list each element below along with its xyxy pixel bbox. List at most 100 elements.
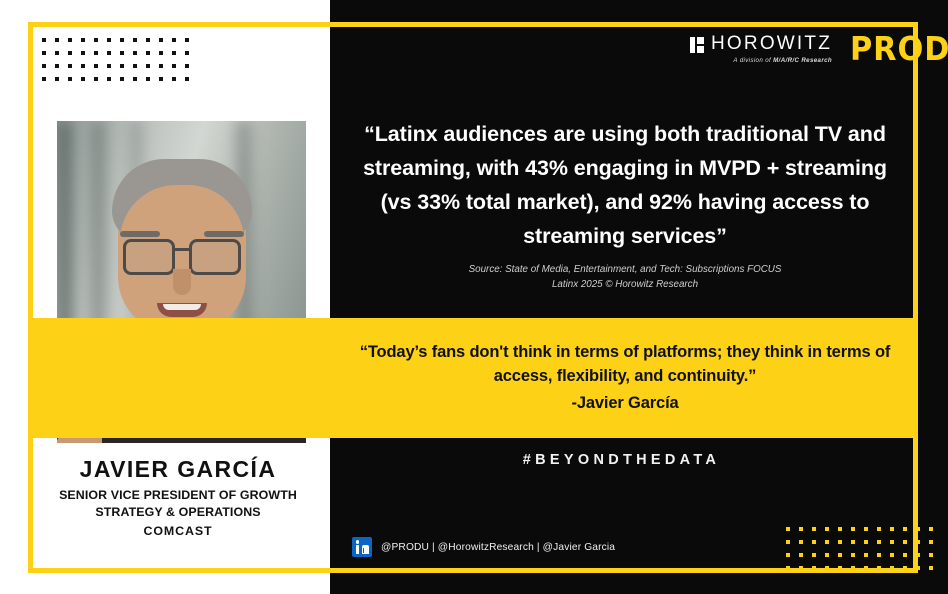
decorative-dot <box>864 540 868 544</box>
decorative-dot <box>786 540 790 544</box>
decorative-dot <box>55 64 59 68</box>
produ-logo: PRODU <box>850 29 948 68</box>
decorative-dot <box>812 553 816 557</box>
decorative-dot <box>851 553 855 557</box>
decorative-dot <box>851 540 855 544</box>
decorative-dot <box>172 64 176 68</box>
horowitz-wordblock: HOROWITZ A division of M/A/R/C Research <box>711 34 832 64</box>
decorative-dot <box>185 38 189 42</box>
hashtag: #BEYONDTHEDATA <box>522 452 721 468</box>
decorative-dot <box>916 553 920 557</box>
decorative-dot <box>81 64 85 68</box>
speaker-name: JAVIER GARCÍA <box>79 456 277 482</box>
logo-row: HOROWITZ A division of M/A/R/C Research … <box>690 32 948 65</box>
decorative-dot <box>55 77 59 81</box>
decorative-dot <box>42 77 46 81</box>
decorative-dot <box>825 527 829 531</box>
source-citation: Source: State of Media, Entertainment, a… <box>352 262 898 292</box>
photo-lens-left <box>122 239 175 275</box>
decorative-dot <box>146 51 150 55</box>
decorative-dot <box>916 540 920 544</box>
decorative-dot <box>799 527 803 531</box>
decorative-dot <box>185 51 189 55</box>
decorative-dot <box>838 540 842 544</box>
decorative-dot <box>838 527 842 531</box>
decorative-dot <box>120 77 124 81</box>
frame-border-left <box>28 22 33 573</box>
right-black-panel <box>330 0 948 594</box>
pull-quote-attribution: -Javier García <box>571 393 679 412</box>
photo-nose <box>172 269 191 295</box>
decorative-dot <box>929 553 933 557</box>
decorative-dot <box>68 51 72 55</box>
stat-quote: “Latinx audiences are using both traditi… <box>363 122 887 248</box>
decorative-dot <box>42 51 46 55</box>
decorative-dot <box>146 38 150 42</box>
decorative-dot <box>159 64 163 68</box>
decorative-dot <box>172 38 176 42</box>
decorative-dot <box>68 77 72 81</box>
decorative-dot <box>68 64 72 68</box>
horowitz-logo: HOROWITZ A division of M/A/R/C Research <box>690 34 832 64</box>
horowitz-wordmark: HOROWITZ <box>711 32 833 54</box>
decorative-dot <box>890 527 894 531</box>
decorative-dot <box>929 566 933 570</box>
yellow-band-right <box>330 318 913 438</box>
decorative-dot <box>851 527 855 531</box>
source-line-2: Latinx 2025 © Horowitz Research <box>551 279 699 291</box>
decorative-dot <box>107 77 111 81</box>
decorative-dot <box>107 51 111 55</box>
yellow-band-left <box>33 318 330 438</box>
dot-grid-top-left <box>42 38 189 81</box>
decorative-dot <box>877 540 881 544</box>
decorative-dot <box>81 77 85 81</box>
decorative-dot <box>185 64 189 68</box>
decorative-dot <box>916 527 920 531</box>
decorative-dot <box>146 64 150 68</box>
decorative-dot <box>94 38 98 42</box>
decorative-dot <box>903 527 907 531</box>
decorative-dot <box>903 553 907 557</box>
decorative-dot <box>133 77 137 81</box>
decorative-dot <box>825 553 829 557</box>
photo-smile <box>156 303 207 317</box>
decorative-dot <box>159 51 163 55</box>
decorative-dot <box>877 527 881 531</box>
decorative-dot <box>133 38 137 42</box>
decorative-dot <box>68 38 72 42</box>
photo-glasses <box>122 239 241 275</box>
pull-quote-text: “Today’s fans don't think in terms of pl… <box>359 343 891 386</box>
speaker-info: JAVIER GARCÍA SENIOR VICE PRESIDENT OF G… <box>33 456 323 538</box>
decorative-dot <box>799 540 803 544</box>
decorative-dot <box>812 527 816 531</box>
linkedin-icon[interactable] <box>352 537 372 557</box>
speaker-title: SENIOR VICE PRESIDENT OF GROWTH STRATEGY… <box>59 488 297 519</box>
decorative-dot <box>107 64 111 68</box>
decorative-dot <box>890 540 894 544</box>
dot-grid-bottom-right <box>786 527 933 570</box>
decorative-dot <box>786 553 790 557</box>
frame-border-right <box>913 22 918 573</box>
decorative-dot <box>890 553 894 557</box>
decorative-dot <box>120 51 124 55</box>
decorative-dot <box>903 540 907 544</box>
photo-hand <box>57 433 102 443</box>
decorative-dot <box>94 77 98 81</box>
decorative-dot <box>133 51 137 55</box>
decorative-dot <box>42 38 46 42</box>
decorative-dot <box>838 553 842 557</box>
horowitz-mark-icon <box>690 36 704 53</box>
horowitz-tagline-prefix: A division of <box>733 56 774 64</box>
social-handles: @PRODU | @HorowitzResearch | @Javier Gar… <box>381 541 616 553</box>
decorative-dot <box>786 527 790 531</box>
decorative-dot <box>864 527 868 531</box>
social-footer: @PRODU | @HorowitzResearch | @Javier Gar… <box>352 537 615 557</box>
decorative-dot <box>185 77 189 81</box>
decorative-dot <box>929 540 933 544</box>
photo-eyebrow-left <box>119 231 160 237</box>
decorative-dot <box>81 38 85 42</box>
decorative-dot <box>172 77 176 81</box>
decorative-dot <box>94 64 98 68</box>
photo-glasses-bridge <box>171 248 192 251</box>
decorative-dot <box>133 64 137 68</box>
